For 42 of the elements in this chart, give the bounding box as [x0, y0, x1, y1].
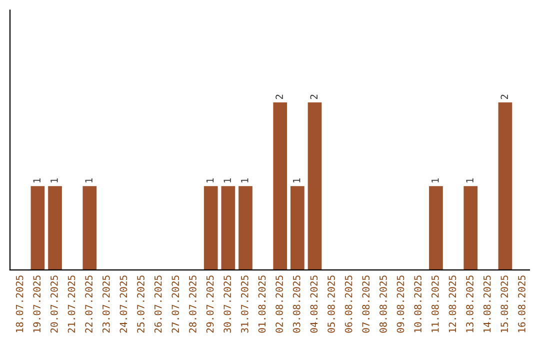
data-label: 1 [85, 178, 92, 182]
x-tick-label: 11.08.2025 [431, 276, 439, 332]
x-tick-label: 01.08.2025 [258, 276, 266, 333]
data-label: 1 [33, 178, 40, 182]
x-tick-label: 23.07.2025 [102, 276, 110, 333]
data-label: 1 [241, 178, 248, 182]
x-tick-label: 12.08.2025 [448, 276, 456, 332]
x-tick-label: 24.07.2025 [120, 276, 128, 333]
data-label: 2 [276, 94, 283, 100]
x-tick-label: 19.07.2025 [33, 276, 41, 332]
x-tick-label: 08.08.2025 [380, 276, 387, 333]
x-tick-label: 02.08.2025 [276, 276, 283, 333]
x-tick-label: 03.08.2025 [292, 276, 300, 333]
x-tick-label: 10.08.2025 [414, 276, 422, 332]
data-label: 1 [293, 178, 300, 182]
x-tick-label: 29.07.2025 [206, 276, 214, 333]
x-tick-label: 21.07.2025 [68, 276, 76, 333]
x-tick-label: 15.08.2025 [500, 276, 508, 332]
x-tick-label: 05.08.2025 [328, 276, 335, 333]
x-tick-label: 06.08.2025 [344, 276, 352, 333]
x-tick-label: 07.08.2025 [362, 276, 370, 333]
x-tick-label: 30.07.2025 [224, 276, 232, 333]
data-label: 1 [206, 178, 214, 182]
x-tick-label: 18.07.2025 [16, 276, 24, 332]
x-tick-label: 04.08.2025 [310, 276, 318, 333]
x-tick-label: 14.08.2025 [483, 276, 491, 332]
data-label: 1 [50, 178, 58, 182]
data-label: 1 [466, 178, 474, 182]
x-tick-label: 27.07.2025 [172, 276, 180, 333]
x-tick-label: 28.07.2025 [189, 276, 196, 333]
data-label: 1 [224, 178, 231, 182]
x-tick-label: 25.07.2025 [137, 276, 144, 333]
x-tick-label: 20.07.2025 [50, 276, 58, 333]
x-tick-label: 09.08.2025 [396, 276, 404, 333]
data-label: 1 [432, 178, 439, 182]
data-label: 2 [310, 94, 318, 100]
data-label: 2 [500, 94, 508, 100]
x-tick-label: 31.07.2025 [240, 276, 248, 333]
x-tick-label: 26.07.2025 [154, 276, 162, 333]
x-tick-label: 22.07.2025 [85, 276, 92, 333]
x-tick-label: 16.08.2025 [518, 276, 526, 332]
x-tick-label: 13.08.2025 [466, 276, 474, 332]
